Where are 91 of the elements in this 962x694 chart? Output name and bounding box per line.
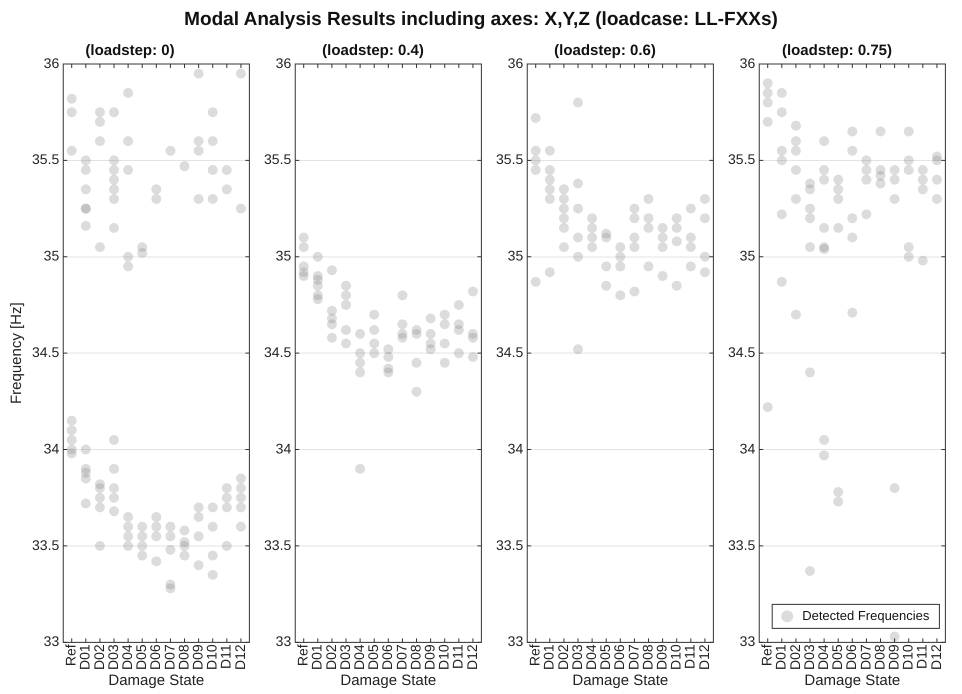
y-tick-label: 33 <box>276 633 292 650</box>
x-tick-label: D01 <box>76 644 93 670</box>
x-tick-label: D03 <box>336 644 353 670</box>
chart-title: (loadstep: 0.75) <box>782 42 892 60</box>
x-tick-label: D04 <box>814 644 831 670</box>
y-tick-label: 34 <box>276 440 292 456</box>
y-tick-label: 33.5 <box>728 536 756 553</box>
x-tick-label: D02 <box>90 644 107 670</box>
x-tick-label: D10 <box>668 644 684 670</box>
x-tick-label: Ref <box>526 644 543 666</box>
y-tick-label: 33.5 <box>496 536 524 553</box>
x-tick-label: D07 <box>625 644 642 670</box>
y-tick-label: 36 <box>740 54 756 71</box>
x-tick-label: D08 <box>639 644 656 670</box>
y-tick-label: 34.5 <box>32 344 60 360</box>
x-tick-label: D07 <box>857 644 874 670</box>
x-tick-label: D01 <box>308 644 325 670</box>
x-tick-label: D11 <box>914 644 930 669</box>
x-tick-label: D03 <box>800 644 817 670</box>
y-tick-label: 36 <box>508 54 524 71</box>
x-tick-label: D01 <box>540 644 557 670</box>
x-tick-label: D12 <box>696 644 712 670</box>
x-tick-label: Ref <box>294 644 311 666</box>
y-tick-label: 33 <box>44 633 60 650</box>
y-tick-label: 35 <box>44 248 60 264</box>
x-tick-label: D09 <box>885 644 902 670</box>
x-tick-label: D11 <box>682 644 698 669</box>
x-tick-label: D08 <box>175 644 192 670</box>
y-tick-label: 33.5 <box>264 536 292 553</box>
text: Modal Analysis Results including axes: X,Y,Z (loadcase: LL-FXXs) <box>184 9 778 31</box>
x-tick-label: D10 <box>900 644 916 670</box>
x-tick-label: D11 <box>218 644 234 669</box>
legend-label: Detected Frequencies <box>802 608 930 623</box>
y-tick-label: 33 <box>740 633 756 650</box>
x-tick-label: D04 <box>350 644 367 670</box>
x-tick-label: D10 <box>436 644 452 670</box>
y-tick-label: 34 <box>740 440 756 456</box>
y-tick-label: 34.5 <box>496 344 524 360</box>
x-tick-label: D12 <box>464 644 480 670</box>
y-tick-label: 34 <box>508 440 524 456</box>
y-tick-label: 36 <box>276 54 292 71</box>
x-tick-label: Ref <box>758 644 775 666</box>
x-tick-label: D06 <box>843 644 860 670</box>
y-tick-label: 35.5 <box>32 151 60 168</box>
x-tick-label: D07 <box>393 644 410 670</box>
y-axis-title: Frequency [Hz] <box>8 302 26 404</box>
x-tick-label: D02 <box>786 644 803 670</box>
x-tick-label: D09 <box>189 644 206 670</box>
y-tick-label: 35 <box>740 248 756 264</box>
y-tick-label: 35 <box>508 248 524 264</box>
x-tick-label: D05 <box>133 644 150 670</box>
x-tick-label: D08 <box>871 644 888 670</box>
x-tick-label: D12 <box>928 644 944 670</box>
x-axis-title: Damage State <box>804 672 900 690</box>
x-tick-label: D12 <box>232 644 248 670</box>
x-axis-title: Damage State <box>340 672 436 690</box>
x-tick-label: Ref <box>62 644 79 666</box>
x-tick-label: D02 <box>554 644 571 670</box>
chart-title: (loadstep: 0.6) <box>554 42 656 60</box>
y-tick-label: 33.5 <box>32 536 60 553</box>
x-tick-label: D06 <box>611 644 628 670</box>
y-tick-label: 35 <box>276 248 292 264</box>
y-tick-label: 35.5 <box>496 151 524 168</box>
x-tick-label: D01 <box>772 644 789 670</box>
x-tick-label: D04 <box>582 644 599 670</box>
x-tick-label: D05 <box>597 644 614 670</box>
x-axis-title: Damage State <box>572 672 668 690</box>
y-tick-label: 34 <box>44 440 60 456</box>
x-tick-label: D03 <box>104 644 121 670</box>
y-tick-label: 35.5 <box>728 151 756 168</box>
x-tick-label: D06 <box>379 644 396 670</box>
y-tick-label: 34.5 <box>728 344 756 360</box>
x-tick-label: D10 <box>204 644 220 670</box>
x-tick-label: D09 <box>421 644 438 670</box>
x-tick-label: D07 <box>161 644 178 670</box>
y-tick-label: 36 <box>44 54 60 71</box>
x-tick-label: D09 <box>653 644 670 670</box>
y-tick-label: 33 <box>508 633 524 650</box>
x-tick-label: D11 <box>450 644 466 669</box>
chart-title: (loadstep: 0.4) <box>322 42 424 60</box>
y-tick-label: 35.5 <box>264 151 292 168</box>
x-tick-label: D05 <box>365 644 382 670</box>
x-tick-label: D08 <box>407 644 424 670</box>
x-axis-title: Damage State <box>108 672 204 690</box>
x-tick-label: D05 <box>829 644 846 670</box>
y-tick-label: 34.5 <box>264 344 292 360</box>
x-tick-label: D04 <box>118 644 135 670</box>
x-tick-label: D06 <box>147 644 164 670</box>
x-tick-label: D02 <box>322 644 339 670</box>
x-tick-label: D03 <box>568 644 585 670</box>
chart-title: (loadstep: 0) <box>85 42 175 60</box>
